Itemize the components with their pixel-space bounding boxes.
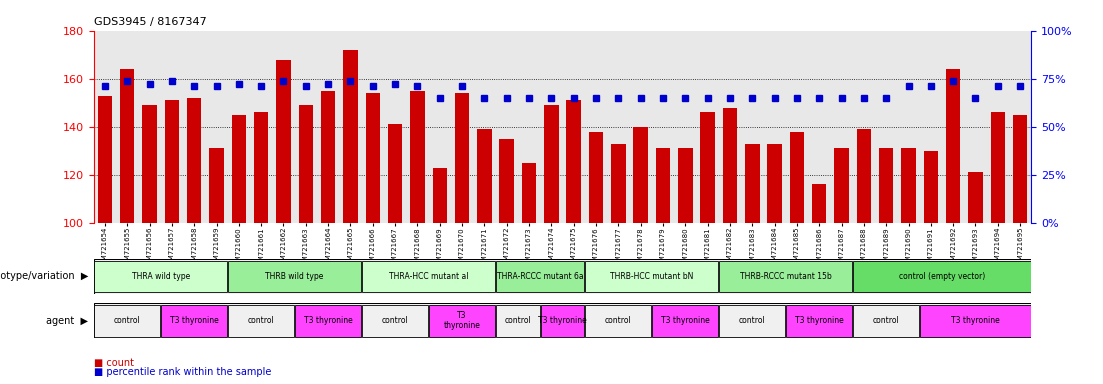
Bar xyxy=(164,100,179,223)
Bar xyxy=(120,69,135,223)
Bar xyxy=(478,129,492,223)
Bar xyxy=(161,305,227,336)
Bar xyxy=(652,305,718,336)
Text: THRA-RCCC mutant 6a: THRA-RCCC mutant 6a xyxy=(496,272,583,281)
Bar xyxy=(633,127,647,223)
Text: GDS3945 / 8167347: GDS3945 / 8167347 xyxy=(94,17,206,27)
Bar xyxy=(790,131,804,223)
Text: ■ percentile rank within the sample: ■ percentile rank within the sample xyxy=(94,367,271,377)
Bar xyxy=(854,305,919,336)
Bar xyxy=(719,305,785,336)
Bar xyxy=(611,144,625,223)
Text: control: control xyxy=(504,316,532,325)
Text: T3 thyronine: T3 thyronine xyxy=(951,316,1000,325)
Bar xyxy=(410,91,425,223)
Text: T3 thyronine: T3 thyronine xyxy=(661,316,709,325)
Bar xyxy=(362,261,495,292)
Bar xyxy=(1013,115,1027,223)
Text: T3
thyronine: T3 thyronine xyxy=(443,311,481,330)
Bar xyxy=(210,148,224,223)
Bar xyxy=(567,100,581,223)
Bar xyxy=(299,105,313,223)
Bar xyxy=(296,305,361,336)
Text: control: control xyxy=(114,316,140,325)
Bar xyxy=(678,148,693,223)
Text: THRB wild type: THRB wild type xyxy=(266,272,324,281)
Text: THRA wild type: THRA wild type xyxy=(131,272,190,281)
Text: control: control xyxy=(739,316,765,325)
Bar xyxy=(854,261,1031,292)
Bar xyxy=(432,167,447,223)
Text: control: control xyxy=(604,316,632,325)
Bar xyxy=(946,69,961,223)
Bar xyxy=(655,148,671,223)
Bar xyxy=(544,105,558,223)
Bar xyxy=(98,96,113,223)
Bar xyxy=(94,261,227,292)
Bar xyxy=(700,112,715,223)
Bar xyxy=(586,261,718,292)
Bar xyxy=(879,148,893,223)
Text: control: control xyxy=(382,316,408,325)
Text: THRB-HCC mutant bN: THRB-HCC mutant bN xyxy=(610,272,694,281)
Bar xyxy=(496,261,585,292)
Bar xyxy=(786,305,853,336)
Bar xyxy=(719,261,853,292)
Bar xyxy=(254,112,268,223)
Bar xyxy=(321,91,335,223)
Text: T3 thyronine: T3 thyronine xyxy=(170,316,218,325)
Text: agent  ▶: agent ▶ xyxy=(46,316,88,326)
Text: T3 thyronine: T3 thyronine xyxy=(538,316,587,325)
Bar xyxy=(857,129,871,223)
Bar xyxy=(500,139,514,223)
Bar xyxy=(454,93,470,223)
Text: control (empty vector): control (empty vector) xyxy=(899,272,985,281)
Bar xyxy=(94,305,160,336)
Bar xyxy=(968,172,983,223)
Bar xyxy=(142,105,157,223)
Text: control: control xyxy=(248,316,275,325)
Bar xyxy=(768,144,782,223)
Text: control: control xyxy=(872,316,900,325)
Bar xyxy=(812,184,826,223)
Bar xyxy=(429,305,495,336)
Bar xyxy=(722,108,737,223)
Bar xyxy=(365,93,381,223)
Bar xyxy=(228,305,295,336)
Text: T3 thyronine: T3 thyronine xyxy=(303,316,353,325)
Bar xyxy=(232,115,246,223)
Bar xyxy=(362,305,428,336)
Bar xyxy=(834,148,849,223)
Bar xyxy=(276,60,291,223)
Bar xyxy=(745,144,760,223)
Bar xyxy=(586,305,652,336)
Text: T3 thyronine: T3 thyronine xyxy=(795,316,844,325)
Bar xyxy=(343,50,357,223)
Bar xyxy=(589,131,603,223)
Text: THRA-HCC mutant al: THRA-HCC mutant al xyxy=(389,272,469,281)
Bar xyxy=(990,112,1005,223)
Bar xyxy=(920,305,1031,336)
Bar xyxy=(186,98,202,223)
Bar xyxy=(228,261,361,292)
Bar xyxy=(540,305,585,336)
Bar xyxy=(522,163,536,223)
Bar xyxy=(901,148,915,223)
Bar xyxy=(923,151,939,223)
Text: ■ count: ■ count xyxy=(94,358,133,368)
Bar xyxy=(388,124,403,223)
Text: genotype/variation  ▶: genotype/variation ▶ xyxy=(0,271,88,281)
Bar xyxy=(496,305,539,336)
Text: THRB-RCCC mutant 15b: THRB-RCCC mutant 15b xyxy=(740,272,832,281)
